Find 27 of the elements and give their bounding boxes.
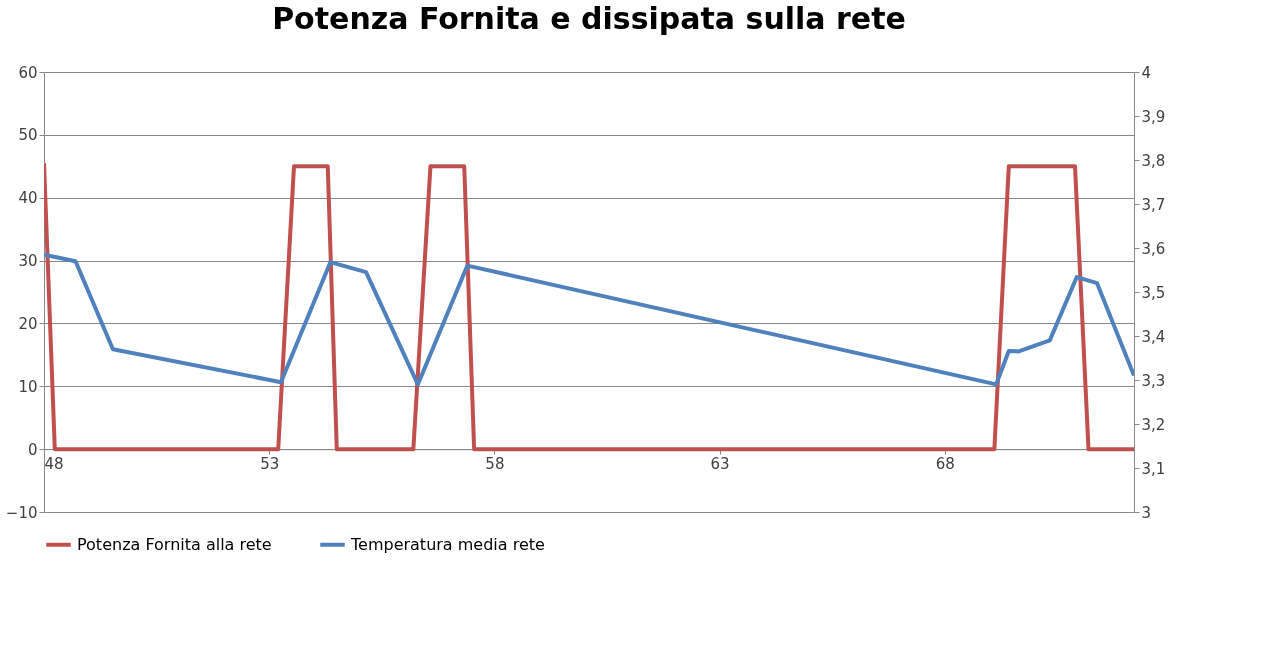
legend-label: Potenza Fornita alla rete: [77, 534, 272, 554]
y-tick-label: 0: [27, 440, 38, 459]
y-tick-label: −10: [5, 503, 38, 522]
y-tick-label: 10: [18, 377, 38, 396]
x-tick-label: 53: [260, 454, 280, 473]
y2-tick-label: 3,1: [1141, 459, 1166, 478]
x-tick-label: 68: [935, 454, 955, 473]
x-tick-label: 58: [485, 454, 505, 473]
legend-label: Temperatura media rete: [350, 534, 545, 554]
y2-tick-label: 3,8: [1141, 151, 1166, 170]
y2-tick-label: 3,9: [1141, 107, 1166, 126]
y2-tick-label: 3,3: [1141, 371, 1166, 390]
y-tick-label: 40: [18, 189, 38, 208]
x-tick-label: 48: [44, 454, 64, 473]
x-tick-label: 63: [710, 454, 730, 473]
chart-title: Potenza Fornita e dissipata sulla rete: [272, 1, 906, 36]
y2-tick-label: 3,2: [1141, 415, 1166, 434]
y-tick-label: 60: [18, 63, 38, 82]
y-tick-label: 50: [18, 126, 38, 145]
y2-tick-label: 3: [1141, 503, 1152, 522]
y2-tick-label: 3,7: [1141, 195, 1166, 214]
y2-tick-label: 3,6: [1141, 239, 1166, 258]
y2-tick-label: 3,5: [1141, 283, 1166, 302]
y2-tick-label: 3,4: [1141, 327, 1166, 346]
y-tick-label: 30: [18, 252, 38, 271]
y-tick-label: 20: [18, 314, 38, 333]
y2-tick-label: 4: [1141, 63, 1152, 82]
